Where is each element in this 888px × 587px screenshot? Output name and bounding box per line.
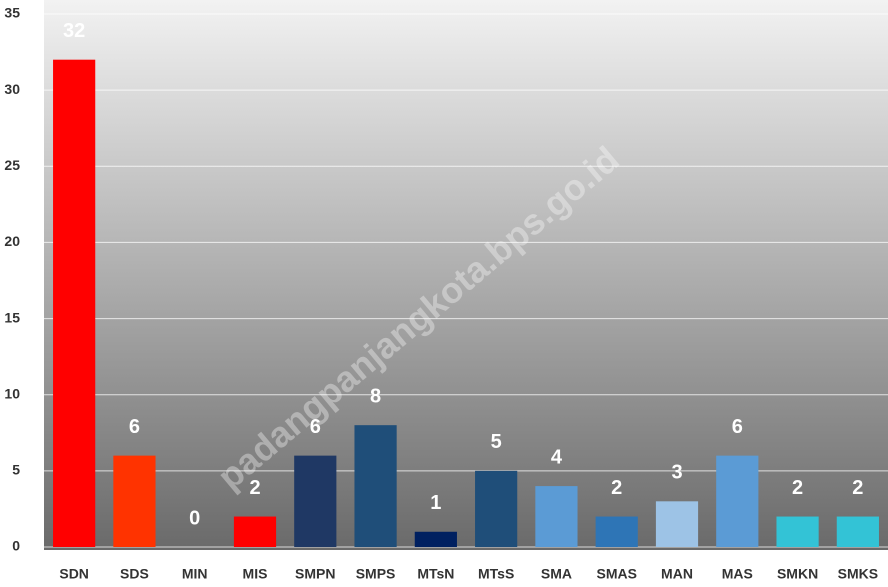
x-tick-label: MTsS (478, 566, 514, 582)
value-label: 1 (430, 492, 441, 514)
x-tick-label: MIN (182, 566, 208, 582)
bar (776, 516, 819, 547)
bar (233, 516, 277, 547)
x-tick-label: SMPN (295, 566, 335, 582)
value-label: 6 (732, 416, 743, 438)
value-label: 6 (129, 416, 140, 438)
y-tick-label: 10 (4, 385, 20, 401)
x-tick-label: SMKS (838, 566, 878, 582)
value-label: 4 (551, 446, 563, 468)
y-tick-label: 20 (4, 233, 20, 249)
bar (836, 516, 879, 547)
bar (655, 501, 699, 547)
x-tick-label: SMPS (356, 566, 396, 582)
bar (595, 516, 638, 547)
y-tick-label: 35 (4, 5, 20, 21)
value-label: 0 (189, 507, 200, 529)
x-tick-label: SDS (120, 566, 149, 582)
y-tick-label: 5 (12, 462, 20, 478)
value-label: 2 (611, 477, 622, 499)
bar (475, 470, 518, 547)
x-tick-label: SMAS (596, 566, 636, 582)
y-tick-label: 30 (4, 81, 20, 97)
x-tick-label: SDN (59, 566, 89, 582)
value-label: 2 (852, 477, 863, 499)
bar (354, 425, 397, 547)
x-tick-label: SMKN (777, 566, 818, 582)
value-label: 32 (63, 20, 85, 42)
bar (716, 455, 759, 547)
y-tick-label: 25 (4, 157, 20, 173)
value-label: 2 (249, 477, 260, 499)
x-tick-label: MAS (722, 566, 753, 582)
x-tick-label: SMA (541, 566, 572, 582)
bar (535, 486, 578, 547)
value-label: 5 (491, 431, 502, 453)
bar (294, 455, 337, 547)
bar (53, 59, 96, 547)
x-tick-label: MTsN (417, 566, 454, 582)
x-tick-label: MIS (243, 566, 268, 582)
y-tick-label: 0 (12, 538, 20, 554)
value-label: 2 (792, 477, 803, 499)
x-tick-label: MAN (661, 566, 693, 582)
bar (113, 455, 156, 547)
value-label: 8 (370, 385, 381, 407)
y-tick-label: 15 (4, 309, 20, 325)
bar (414, 531, 457, 547)
value-label: 6 (310, 416, 321, 438)
value-label: 3 (671, 462, 682, 484)
